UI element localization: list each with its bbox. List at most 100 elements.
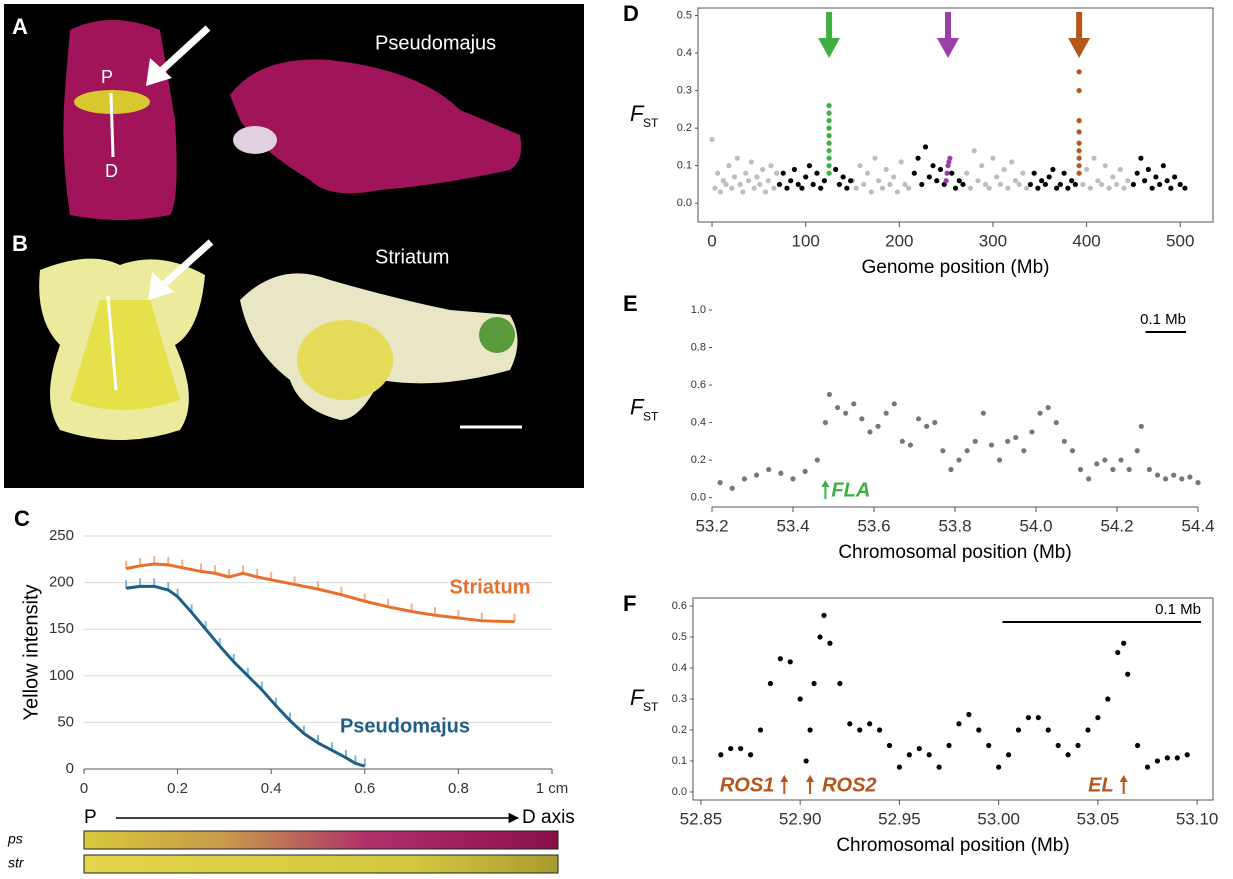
point bbox=[996, 764, 1002, 770]
point bbox=[1121, 640, 1127, 646]
point bbox=[766, 466, 772, 473]
panel-label: F bbox=[623, 591, 636, 616]
y-tick-label: 250 bbox=[49, 527, 74, 544]
point bbox=[915, 155, 921, 161]
x-tick-label: 54.2 bbox=[1100, 516, 1133, 535]
point bbox=[740, 189, 746, 195]
point bbox=[1042, 181, 1048, 188]
annotation-arrow-head bbox=[806, 775, 815, 782]
y-tick-label: 0.3 bbox=[672, 693, 687, 705]
point bbox=[1065, 185, 1071, 191]
point bbox=[911, 170, 917, 176]
point bbox=[1013, 434, 1019, 441]
point bbox=[875, 423, 881, 429]
point bbox=[946, 742, 952, 749]
y-tick-label: 0.2 bbox=[691, 454, 706, 466]
point bbox=[731, 174, 738, 180]
point bbox=[916, 745, 922, 752]
point bbox=[1076, 170, 1082, 176]
point bbox=[1085, 727, 1091, 733]
flower bbox=[297, 320, 393, 400]
point bbox=[826, 170, 832, 176]
point bbox=[1154, 758, 1161, 764]
point bbox=[940, 448, 946, 454]
scale-bar-label: 0.1 Mb bbox=[1155, 601, 1201, 618]
point bbox=[1098, 181, 1105, 188]
point bbox=[723, 181, 729, 188]
point bbox=[847, 721, 853, 727]
arrow bbox=[159, 239, 214, 289]
flower bbox=[230, 59, 522, 194]
axis-end-label: D axis bbox=[522, 807, 575, 828]
plot-frame bbox=[697, 7, 1214, 223]
y-tick-label: 0.2 bbox=[677, 122, 692, 134]
point bbox=[1153, 174, 1159, 180]
x-axis-title: Chromosomal position (Mb) bbox=[836, 835, 1069, 856]
point bbox=[964, 448, 970, 454]
point bbox=[1163, 476, 1169, 482]
annotation: ROS1 bbox=[720, 774, 774, 796]
point bbox=[861, 181, 867, 188]
point bbox=[826, 155, 832, 161]
point bbox=[1142, 178, 1148, 184]
point bbox=[767, 680, 774, 687]
point bbox=[814, 170, 820, 176]
point bbox=[718, 752, 724, 758]
series-line bbox=[125, 562, 515, 624]
point bbox=[843, 410, 849, 416]
point bbox=[1076, 148, 1082, 154]
point bbox=[826, 140, 832, 146]
point bbox=[975, 178, 981, 184]
point bbox=[932, 419, 938, 426]
point bbox=[934, 178, 940, 184]
point bbox=[1031, 170, 1037, 176]
point bbox=[1016, 181, 1022, 188]
point bbox=[1005, 438, 1011, 444]
point bbox=[867, 429, 873, 435]
point bbox=[777, 656, 783, 662]
point bbox=[988, 442, 995, 448]
point bbox=[1115, 649, 1121, 656]
x-tick-label: 53.00 bbox=[977, 809, 1020, 828]
flower bbox=[233, 126, 277, 154]
point bbox=[803, 758, 809, 764]
point bbox=[1126, 466, 1132, 473]
point bbox=[872, 155, 878, 161]
point bbox=[1054, 185, 1060, 191]
point bbox=[1027, 181, 1034, 188]
point bbox=[712, 185, 718, 191]
point bbox=[778, 470, 784, 476]
point bbox=[982, 181, 989, 188]
annotation: ROS2 bbox=[822, 774, 876, 796]
point bbox=[1179, 476, 1185, 482]
point bbox=[994, 174, 1000, 180]
point bbox=[857, 163, 863, 169]
point bbox=[879, 185, 886, 191]
point bbox=[753, 472, 760, 478]
point bbox=[967, 185, 974, 191]
strip-label: str bbox=[8, 855, 25, 871]
y-tick-label: 1.0 bbox=[691, 304, 706, 316]
point bbox=[1050, 166, 1056, 173]
marker-arrow bbox=[1068, 12, 1091, 58]
point bbox=[1134, 448, 1140, 454]
point bbox=[1021, 448, 1027, 454]
point bbox=[1001, 166, 1007, 173]
point bbox=[976, 727, 982, 733]
point bbox=[1069, 448, 1076, 454]
point bbox=[791, 166, 798, 173]
point bbox=[768, 163, 774, 169]
point bbox=[1076, 129, 1082, 135]
point bbox=[1134, 170, 1140, 176]
point bbox=[788, 178, 794, 184]
point bbox=[821, 612, 827, 618]
point bbox=[926, 752, 932, 758]
point bbox=[1046, 174, 1052, 180]
series-label: Pseudomajus bbox=[340, 715, 470, 737]
x-tick-label: 53.6 bbox=[857, 516, 890, 535]
marker-arrow bbox=[818, 12, 841, 58]
point bbox=[1012, 178, 1019, 184]
x-tick-label: 52.85 bbox=[680, 809, 723, 828]
flower-palate bbox=[70, 300, 180, 410]
point bbox=[826, 391, 833, 398]
